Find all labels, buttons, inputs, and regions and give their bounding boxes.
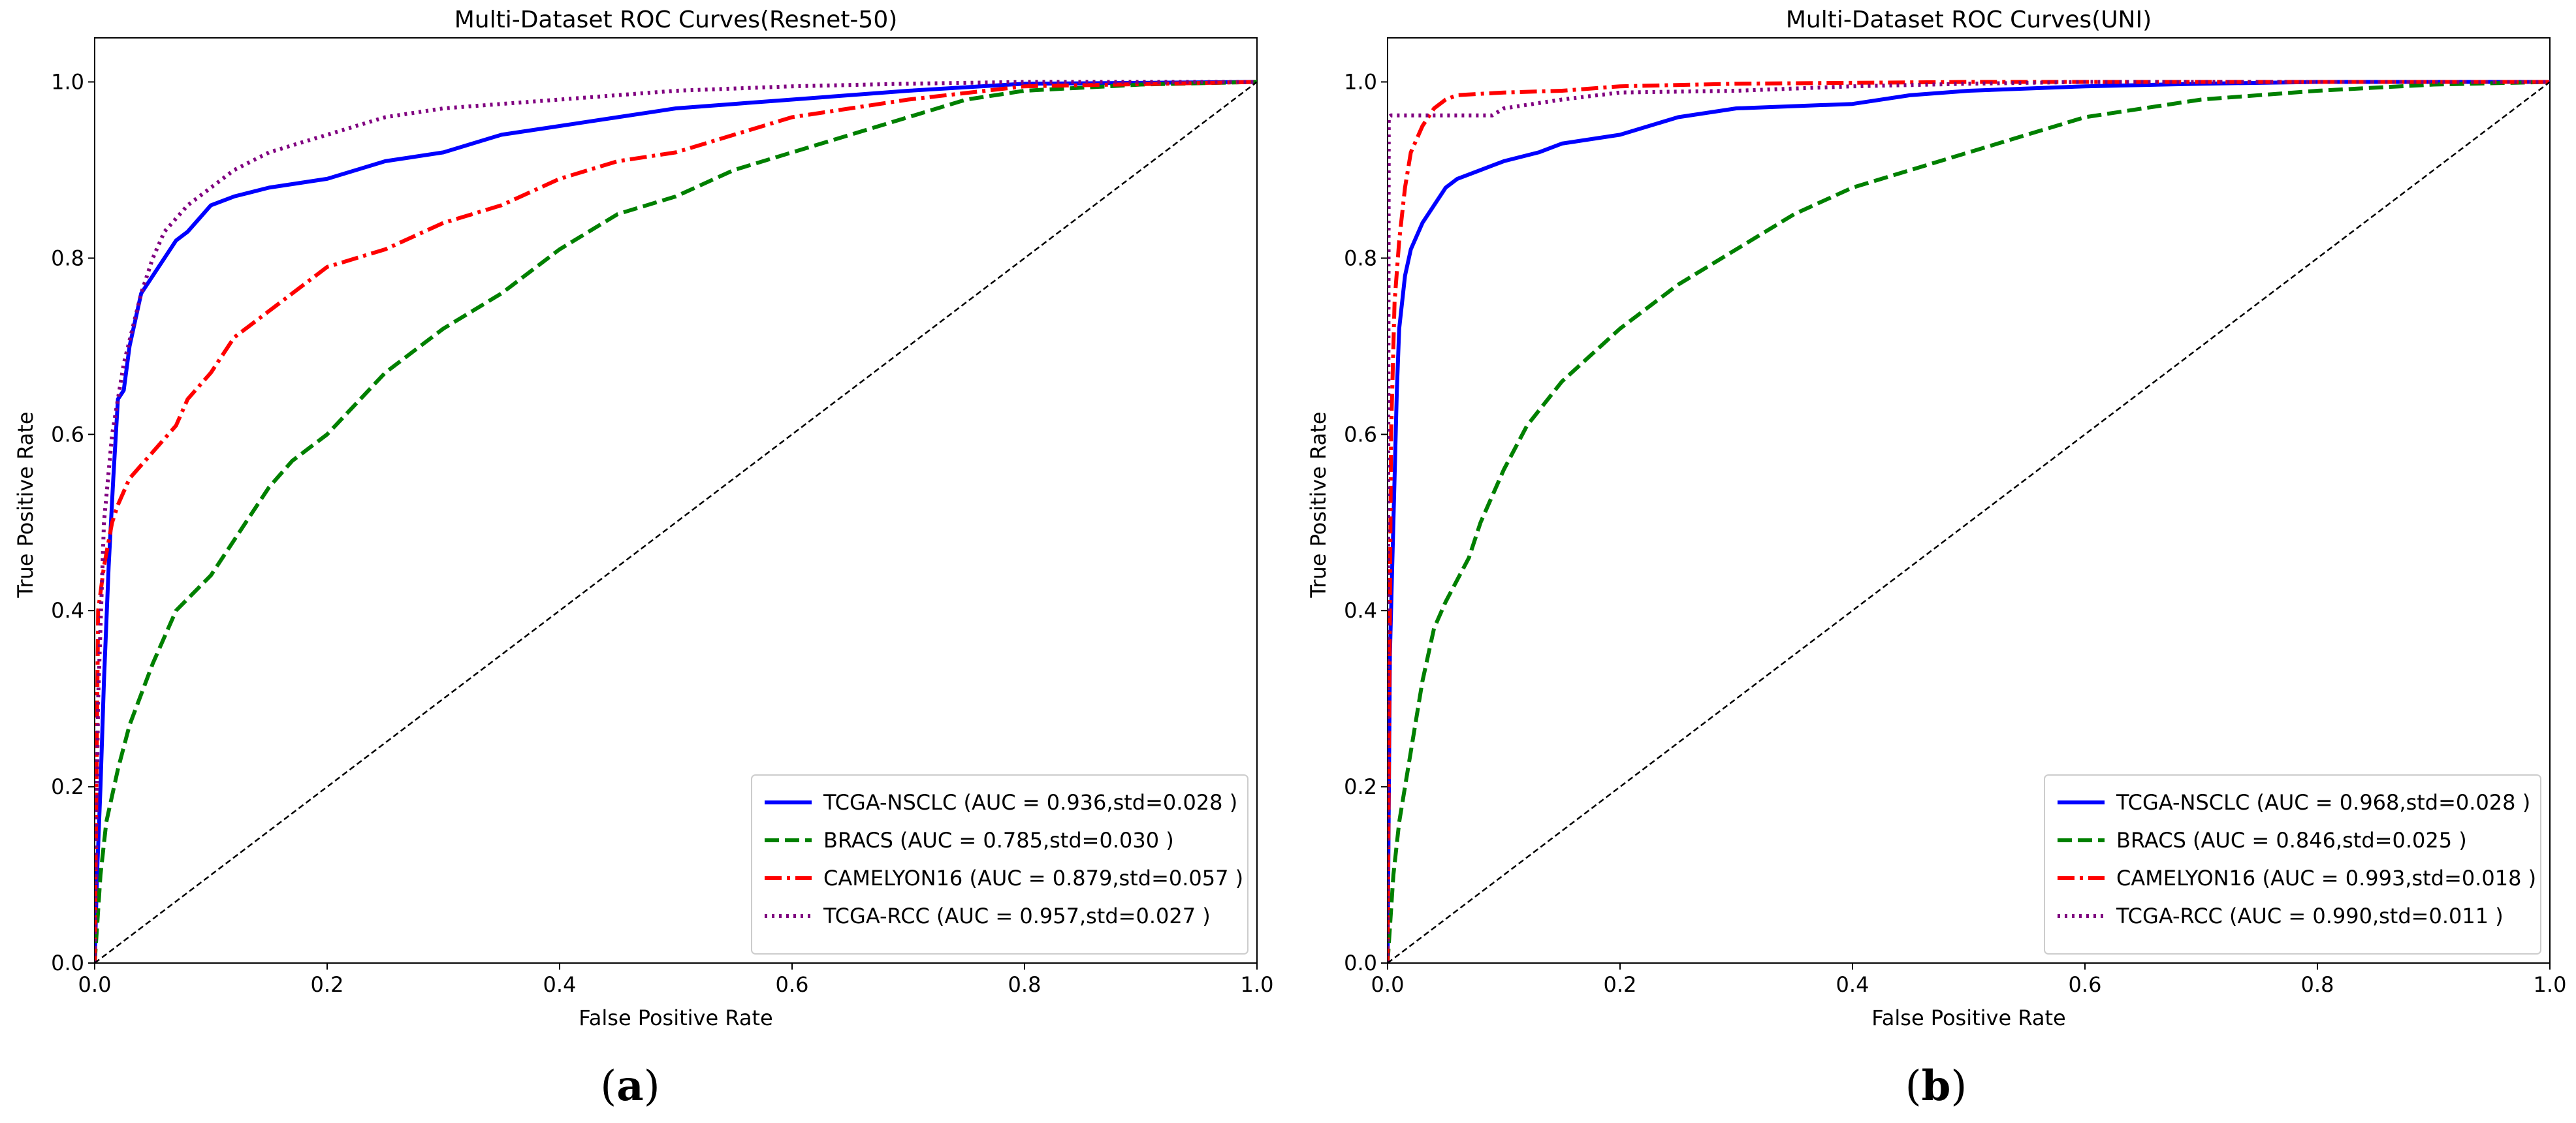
x-tick-label: 0.6	[2069, 972, 2102, 997]
y-tick-label: 1.0	[51, 69, 84, 94]
plot-area: 0.0 0.2 0.4 0.6 0.8 1.0 0.0 0.2 0.4 0.6 0.8 1.0	[51, 37, 1274, 997]
panel-caption: (a)	[600, 1062, 660, 1111]
y-tick-label: 0.6	[51, 422, 84, 447]
x-tick-label: 0.0	[78, 972, 112, 997]
y-tick-label: 0.0	[51, 951, 84, 975]
legend-box	[2044, 774, 2541, 955]
legend-label-tcga-nsclc: TCGA-NSCLC (AUC = 0.936,std=0.028 )	[823, 790, 1237, 815]
x-tick-label: 0.2	[1604, 972, 1637, 997]
x-tick-label: 0.4	[1836, 972, 1869, 997]
roc-line-camelyon16	[95, 80, 1257, 963]
panel-caption-letter: b	[1922, 1062, 1951, 1111]
roc-panel-uni: Multi-Dataset ROC Curves(UNI) 0.0 0.2 0.4 0…	[1306, 7, 2566, 1111]
y-tick-label: 0.8	[51, 245, 84, 270]
legend-label-tcga-rcc: TCGA-RCC (AUC = 0.957,std=0.027 )	[823, 904, 1211, 928]
x-axis-label: False Positive Rate	[1871, 1005, 2065, 1030]
x-tick-label: 1.0	[1241, 972, 1274, 997]
legend-label-camelyon16: CAMELYON16 (AUC = 0.993,std=0.018 )	[2116, 866, 2536, 891]
y-tick-label: 0.6	[1344, 422, 1377, 447]
y-tick-label: 0.4	[1344, 598, 1377, 623]
y-axis-label: True Positive Rate	[13, 411, 38, 598]
legend: TCGA-NSCLC (AUC = 0.968,std=0.028 ) BRACS…	[2044, 774, 2541, 955]
chart-title: Multi-Dataset ROC Curves(UNI)	[1786, 7, 2152, 33]
legend-box	[751, 774, 1248, 955]
y-tick-label: 0.4	[51, 598, 84, 623]
roc-line-tcga-rcc	[1388, 80, 2550, 963]
panel-caption-letter: a	[616, 1062, 643, 1111]
roc-line-chance	[95, 81, 1257, 963]
x-tick-label: 0.8	[2301, 972, 2334, 997]
legend: TCGA-NSCLC (AUC = 0.936,std=0.028 ) BRACS…	[751, 774, 1248, 955]
y-axis-label: True Positive Rate	[1306, 411, 1331, 598]
x-axis-label: False Positive Rate	[579, 1005, 772, 1030]
y-tick-label: 0.0	[1344, 951, 1377, 975]
axes-frame	[1387, 37, 2551, 964]
roc-line-camelyon16	[1388, 80, 2550, 963]
axes-frame	[94, 37, 1258, 964]
y-tick-label: 0.2	[51, 774, 84, 799]
y-tick-label: 0.8	[1344, 245, 1377, 270]
legend-label-tcga-nsclc: TCGA-NSCLC (AUC = 0.968,std=0.028 )	[2116, 790, 2530, 815]
roc-line-bracs	[1388, 80, 2550, 963]
plot-area: 0.0 0.2 0.4 0.6 0.8 1.0 0.0 0.2 0.4 0.6 0.8 1.0	[1344, 37, 2567, 997]
x-tick-label: 1.0	[2534, 972, 2567, 997]
roc-line-bracs	[95, 80, 1257, 963]
y-tick-label: 1.0	[1344, 69, 1377, 94]
y-tick-label: 0.2	[1344, 774, 1377, 799]
roc-line-tcga-nsclc	[1388, 80, 2550, 963]
roc-line-chance	[1388, 81, 2550, 963]
chart-title: Multi-Dataset ROC Curves(Resnet-50)	[454, 7, 898, 33]
roc-panel-resnet50: Multi-Dataset ROC Curves(Resnet-50) 0.0 0…	[13, 7, 1273, 1111]
legend-label-tcga-rcc: TCGA-RCC (AUC = 0.990,std=0.011 )	[2116, 904, 2504, 928]
roc-line-tcga-rcc	[95, 80, 1257, 963]
x-tick-label: 0.8	[1008, 972, 1042, 997]
x-tick-label: 0.0	[1371, 972, 1405, 997]
panel-caption: (b)	[1905, 1062, 1967, 1111]
legend-label-camelyon16: CAMELYON16 (AUC = 0.879,std=0.057 )	[823, 866, 1243, 891]
x-tick-label: 0.4	[543, 972, 577, 997]
legend-label-bracs: BRACS (AUC = 0.785,std=0.030 )	[823, 828, 1174, 853]
x-tick-label: 0.6	[776, 972, 809, 997]
roc-line-tcga-nsclc	[95, 80, 1257, 963]
x-tick-label: 0.2	[311, 972, 344, 997]
legend-label-bracs: BRACS (AUC = 0.846,std=0.025 )	[2116, 828, 2467, 853]
